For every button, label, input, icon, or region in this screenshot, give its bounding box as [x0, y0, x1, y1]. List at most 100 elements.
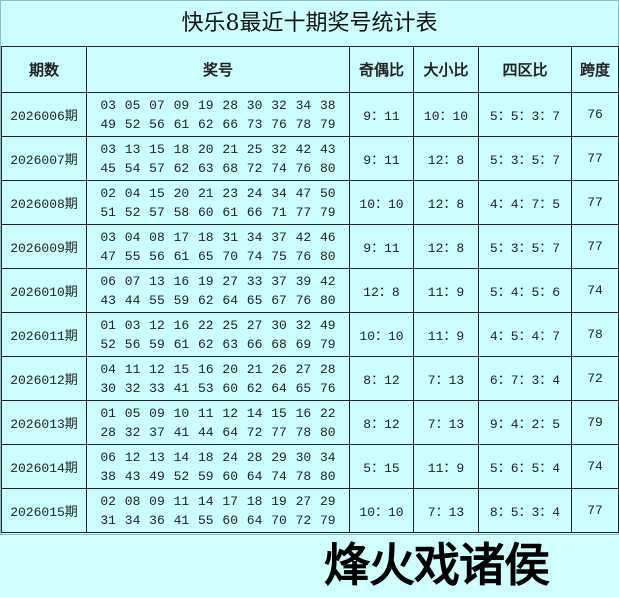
big-small-cell: 10：10	[413, 92, 479, 137]
numbers-line-1: 06 07 13 16 19 27 33 37 39 42	[100, 273, 336, 289]
zones-cell: 5：3：5：7	[478, 224, 572, 269]
issue-cell: 2026011期	[1, 312, 87, 357]
numbers-cell: 03 05 07 09 19 28 30 32 34 38 49 52 56 61…	[86, 92, 350, 137]
zones-cell: 5：5：3：7	[478, 92, 572, 137]
numbers-line-2: 52 56 59 61 62 63 66 68 69 79	[100, 336, 336, 352]
header-big-small: 大小比	[413, 46, 479, 93]
table-row: 2026007期 03 13 15 18 20 21 25 32 42 43 45 …	[1, 136, 619, 181]
odd-even-cell: 9：11	[349, 224, 414, 269]
numbers-line-1: 01 03 12 16 22 25 27 30 32 49	[100, 317, 336, 333]
numbers-line-2: 45 54 57 62 63 68 72 74 76 80	[100, 160, 336, 176]
numbers-line-1: 03 04 08 17 18 31 34 37 42 46	[100, 229, 336, 245]
table-row: 2026008期 02 04 15 20 21 23 24 34 47 50 51 …	[1, 180, 619, 225]
odd-even-cell: 10：10	[349, 488, 414, 533]
span-cell: 78	[571, 312, 619, 357]
span-cell: 76	[571, 92, 619, 137]
header-numbers: 奖号	[86, 46, 350, 93]
watermark: 烽火戏诸侯	[0, 535, 619, 597]
numbers-line-2: 43 44 55 59 62 64 65 67 76 80	[100, 292, 336, 308]
table-row: 2026010期 06 07 13 16 19 27 33 37 39 42 43 …	[1, 268, 619, 313]
odd-even-cell: 9：11	[349, 136, 414, 181]
zones-cell: 5：4：5：6	[478, 268, 572, 313]
table-row: 2026015期 02 08 09 11 14 17 18 19 27 29 31 …	[1, 488, 619, 533]
numbers-line-2: 30 32 33 41 53 60 62 64 65 76	[100, 380, 336, 396]
issue-cell: 2026009期	[1, 224, 87, 269]
issue-cell: 2026006期	[1, 92, 87, 137]
issue-cell: 2026008期	[1, 180, 87, 225]
big-small-cell: 7：13	[413, 400, 479, 445]
odd-even-cell: 12：8	[349, 268, 414, 313]
numbers-cell: 03 04 08 17 18 31 34 37 42 46 47 55 56 61…	[86, 224, 350, 269]
odd-even-cell: 8：12	[349, 400, 414, 445]
table-row: 2026014期 06 12 13 14 18 24 28 29 30 34 38 …	[1, 444, 619, 489]
odd-even-cell: 5：15	[349, 444, 414, 489]
numbers-line-2: 51 52 57 58 60 61 66 71 77 79	[100, 204, 336, 220]
numbers-cell: 02 04 15 20 21 23 24 34 47 50 51 52 57 58…	[86, 180, 350, 225]
table-row: 2026006期 03 05 07 09 19 28 30 32 34 38 49 …	[1, 92, 619, 137]
numbers-cell: 02 08 09 11 14 17 18 19 27 29 31 34 36 41…	[86, 488, 350, 533]
issue-cell: 2026013期	[1, 400, 87, 445]
table-row: 2026013期 01 05 09 10 11 12 14 15 16 22 28 …	[1, 400, 619, 445]
header-span: 跨度	[571, 46, 619, 93]
numbers-line-1: 02 04 15 20 21 23 24 34 47 50	[100, 185, 336, 201]
span-cell: 74	[571, 268, 619, 313]
zones-cell: 5：3：5：7	[478, 136, 572, 181]
numbers-line-1: 03 13 15 18 20 21 25 32 42 43	[100, 141, 336, 157]
numbers-line-2: 28 32 37 41 44 64 72 77 78 80	[100, 424, 336, 440]
header-row: 期数 奖号 奇偶比 大小比 四区比 跨度	[1, 46, 619, 93]
stats-table: 期数 奖号 奇偶比 大小比 四区比 跨度 2026006期 03 05 07 09…	[1, 46, 619, 533]
numbers-line-1: 03 05 07 09 19 28 30 32 34 38	[100, 97, 336, 113]
span-cell: 74	[571, 444, 619, 489]
numbers-line-2: 38 43 49 52 59 60 64 74 78 80	[100, 468, 336, 484]
numbers-cell: 04 11 12 15 16 20 21 26 27 28 30 32 33 41…	[86, 356, 350, 401]
table-row: 2026009期 03 04 08 17 18 31 34 37 42 46 47 …	[1, 224, 619, 269]
big-small-cell: 7：13	[413, 488, 479, 533]
zones-cell: 5：6：5：4	[478, 444, 572, 489]
span-cell: 72	[571, 356, 619, 401]
numbers-line-1: 04 11 12 15 16 20 21 26 27 28	[100, 361, 336, 377]
span-cell: 77	[571, 180, 619, 225]
numbers-cell: 01 05 09 10 11 12 14 15 16 22 28 32 37 41…	[86, 400, 350, 445]
numbers-line-1: 06 12 13 14 18 24 28 29 30 34	[100, 449, 336, 465]
numbers-cell: 01 03 12 16 22 25 27 30 32 49 52 56 59 61…	[86, 312, 350, 357]
big-small-cell: 12：8	[413, 136, 479, 181]
table-row: 2026011期 01 03 12 16 22 25 27 30 32 49 52 …	[1, 312, 619, 357]
numbers-line-2: 31 34 36 41 55 60 64 70 72 79	[100, 512, 336, 528]
numbers-line-1: 01 05 09 10 11 12 14 15 16 22	[100, 405, 336, 421]
odd-even-cell: 10：10	[349, 180, 414, 225]
numbers-line-1: 02 08 09 11 14 17 18 19 27 29	[100, 493, 336, 509]
big-small-cell: 12：8	[413, 180, 479, 225]
zones-cell: 8：5：3：4	[478, 488, 572, 533]
header-zones: 四区比	[478, 46, 572, 93]
span-cell: 77	[571, 224, 619, 269]
span-cell: 77	[571, 488, 619, 533]
numbers-cell: 03 13 15 18 20 21 25 32 42 43 45 54 57 62…	[86, 136, 350, 181]
span-cell: 79	[571, 400, 619, 445]
numbers-line-2: 49 52 56 61 62 66 73 76 78 79	[100, 116, 336, 132]
issue-cell: 2026015期	[1, 488, 87, 533]
odd-even-cell: 9：11	[349, 92, 414, 137]
issue-cell: 2026007期	[1, 136, 87, 181]
big-small-cell: 11：9	[413, 444, 479, 489]
big-small-cell: 11：9	[413, 268, 479, 313]
issue-cell: 2026012期	[1, 356, 87, 401]
zones-cell: 4：4：7：5	[478, 180, 572, 225]
numbers-line-2: 47 55 56 61 65 70 74 75 76 80	[100, 248, 336, 264]
header-issue: 期数	[1, 46, 87, 93]
zones-cell: 9：4：2：5	[478, 400, 572, 445]
numbers-cell: 06 12 13 14 18 24 28 29 30 34 38 43 49 52…	[86, 444, 350, 489]
span-cell: 77	[571, 136, 619, 181]
numbers-cell: 06 07 13 16 19 27 33 37 39 42 43 44 55 59…	[86, 268, 350, 313]
big-small-cell: 11：9	[413, 312, 479, 357]
big-small-cell: 7：13	[413, 356, 479, 401]
big-small-cell: 12：8	[413, 224, 479, 269]
zones-cell: 6：7：3：4	[478, 356, 572, 401]
table-title: 快乐8最近十期奖号统计表	[181, 11, 438, 36]
odd-even-cell: 10：10	[349, 312, 414, 357]
issue-cell: 2026010期	[1, 268, 87, 313]
table-row: 2026012期 04 11 12 15 16 20 21 26 27 28 30 …	[1, 356, 619, 401]
odd-even-cell: 8：12	[349, 356, 414, 401]
zones-cell: 4：5：4：7	[478, 312, 572, 357]
header-odd-even: 奇偶比	[349, 46, 414, 93]
issue-cell: 2026014期	[1, 444, 87, 489]
